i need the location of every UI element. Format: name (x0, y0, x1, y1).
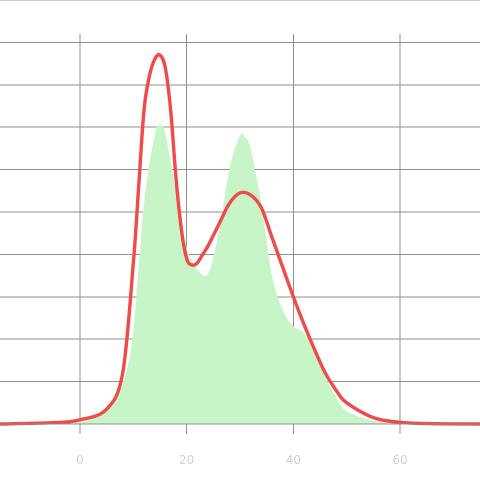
x-tick-label-3: 60 (392, 453, 407, 467)
line-series (0, 52, 480, 426)
x-tick-label-0: 0 (76, 453, 84, 467)
line-layer (0, 52, 480, 426)
area-series (0, 124, 480, 425)
area-layer (0, 124, 480, 425)
tick-layer: 0 20 40 60 (76, 453, 407, 467)
x-tick-label-1: 20 (179, 453, 194, 467)
x-tick-label-2: 40 (286, 453, 301, 467)
